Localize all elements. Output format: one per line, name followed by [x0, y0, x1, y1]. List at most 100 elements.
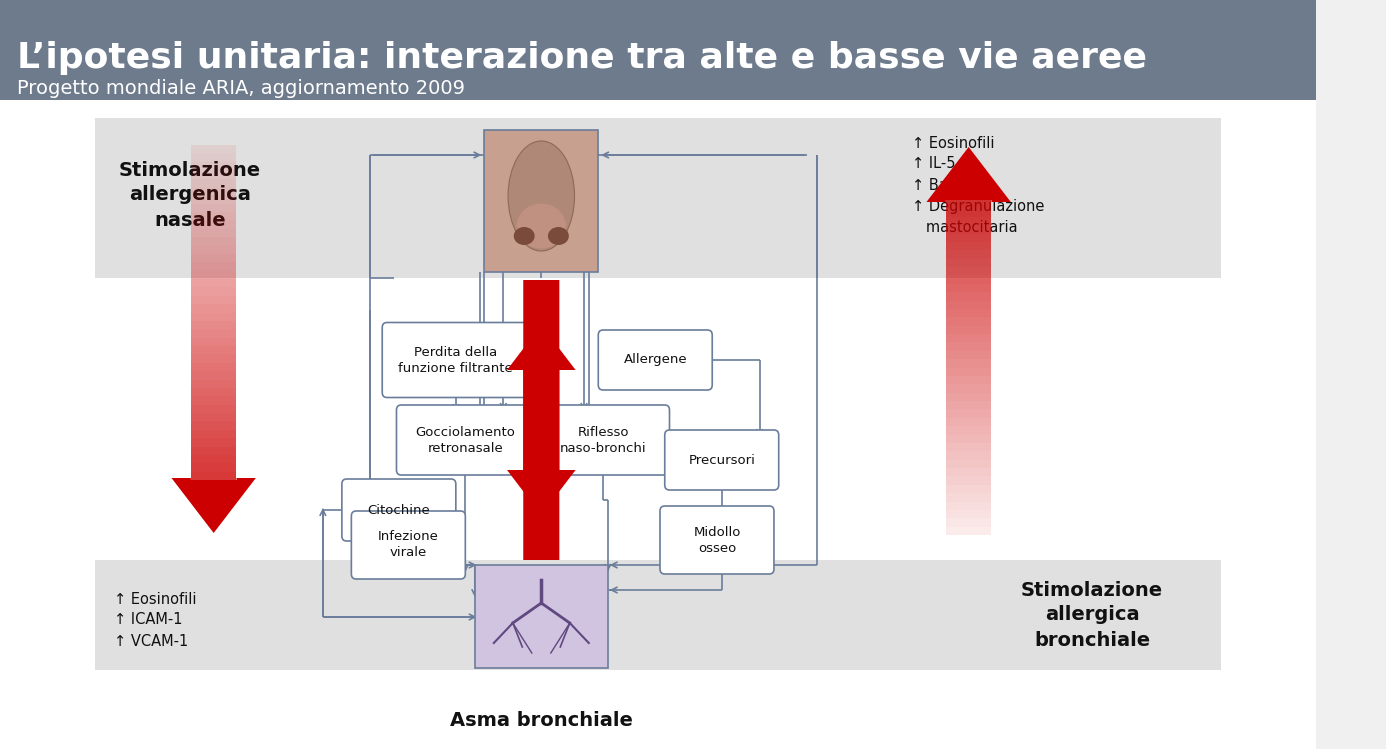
Ellipse shape — [514, 227, 535, 245]
Bar — [945, 216, 991, 225]
Bar — [191, 296, 237, 304]
FancyArrow shape — [507, 325, 575, 560]
Bar — [191, 380, 237, 388]
Bar — [191, 279, 237, 288]
Bar — [945, 284, 991, 292]
Bar — [191, 154, 237, 162]
Bar — [191, 178, 237, 187]
FancyArrow shape — [507, 280, 575, 515]
Bar — [191, 388, 237, 396]
Bar — [945, 242, 991, 250]
Bar — [945, 485, 991, 493]
Bar — [191, 371, 237, 380]
Bar — [191, 246, 237, 254]
Text: Precursori: Precursori — [689, 453, 755, 467]
Bar — [945, 392, 991, 401]
Ellipse shape — [547, 227, 568, 245]
Bar — [945, 493, 991, 502]
Bar — [96, 560, 1221, 670]
Bar — [945, 276, 991, 284]
Bar — [945, 267, 991, 276]
Bar — [191, 262, 237, 270]
Bar — [191, 145, 237, 154]
Bar — [191, 228, 237, 237]
Bar — [945, 418, 991, 426]
Bar — [945, 309, 991, 318]
Bar — [945, 359, 991, 368]
Bar — [945, 200, 991, 208]
Text: ↑ Eosinofili
↑ IL-5
↑ Basofili
↑ Degranulazione
   mastocitaria: ↑ Eosinofili ↑ IL-5 ↑ Basofili ↑ Degranu… — [912, 136, 1044, 234]
Bar — [945, 518, 991, 527]
Bar — [191, 220, 237, 228]
Text: Citochine: Citochine — [367, 503, 430, 517]
Bar — [191, 270, 237, 279]
FancyBboxPatch shape — [383, 323, 529, 398]
Text: ↑ Eosinofili
↑ ICAM-1
↑ VCAM-1: ↑ Eosinofili ↑ ICAM-1 ↑ VCAM-1 — [114, 592, 197, 649]
Text: Infezione
virale: Infezione virale — [378, 530, 439, 560]
FancyBboxPatch shape — [599, 330, 712, 390]
Text: L’ipotesi unitaria: interazione tra alte e basse vie aeree: L’ipotesi unitaria: interazione tra alte… — [17, 41, 1148, 75]
Bar — [945, 368, 991, 376]
Bar — [96, 118, 1221, 278]
Bar — [945, 468, 991, 476]
Text: Stimolazione
allergica
bronchiale: Stimolazione allergica bronchiale — [1021, 580, 1163, 649]
Text: Asma bronchiale: Asma bronchiale — [450, 711, 633, 730]
FancyBboxPatch shape — [342, 479, 456, 541]
Bar — [945, 351, 991, 359]
Bar — [945, 443, 991, 451]
Bar — [191, 404, 237, 413]
Text: Riflesso
naso-bronchi: Riflesso naso-bronchi — [560, 425, 646, 455]
Bar — [945, 225, 991, 234]
Bar — [191, 396, 237, 404]
Bar — [191, 162, 237, 170]
Bar — [475, 565, 608, 668]
Bar — [191, 170, 237, 178]
Text: Midollo
osseo: Midollo osseo — [693, 526, 740, 554]
Bar — [191, 187, 237, 195]
Bar — [945, 426, 991, 434]
FancyBboxPatch shape — [352, 511, 466, 579]
Bar — [191, 304, 237, 312]
Bar — [945, 300, 991, 309]
Bar — [945, 510, 991, 518]
Bar — [191, 354, 237, 363]
Bar — [945, 376, 991, 384]
Bar — [945, 527, 991, 535]
Ellipse shape — [509, 141, 575, 251]
Bar — [945, 342, 991, 351]
Bar — [191, 321, 237, 330]
Bar — [191, 472, 237, 480]
Bar — [945, 384, 991, 392]
Text: Allergene: Allergene — [624, 354, 687, 366]
Bar — [945, 476, 991, 485]
Ellipse shape — [517, 204, 565, 249]
Bar — [191, 212, 237, 220]
Bar — [191, 413, 237, 422]
Bar — [945, 326, 991, 334]
Bar — [191, 288, 237, 296]
FancyBboxPatch shape — [660, 506, 773, 574]
FancyArrow shape — [926, 147, 1010, 202]
Bar — [945, 451, 991, 460]
FancyArrow shape — [172, 478, 256, 533]
Text: Gocciolamento
retronasale: Gocciolamento retronasale — [416, 425, 516, 455]
Bar — [191, 430, 237, 438]
Bar — [945, 234, 991, 242]
Bar — [0, 100, 1317, 749]
Bar — [945, 334, 991, 342]
Bar — [191, 363, 237, 371]
Bar — [191, 455, 237, 463]
Bar — [191, 422, 237, 430]
Bar — [191, 204, 237, 212]
Bar — [945, 208, 991, 216]
Bar — [191, 446, 237, 455]
Text: Progetto mondiale ARIA, aggiornamento 2009: Progetto mondiale ARIA, aggiornamento 20… — [17, 79, 466, 97]
Bar — [945, 250, 991, 258]
Bar — [191, 254, 237, 262]
Bar — [191, 195, 237, 204]
Bar — [945, 502, 991, 510]
Bar — [0, 0, 1317, 100]
Bar — [945, 434, 991, 443]
Bar — [191, 438, 237, 446]
Text: Stimolazione
allergenica
nasale: Stimolazione allergenica nasale — [119, 160, 261, 229]
